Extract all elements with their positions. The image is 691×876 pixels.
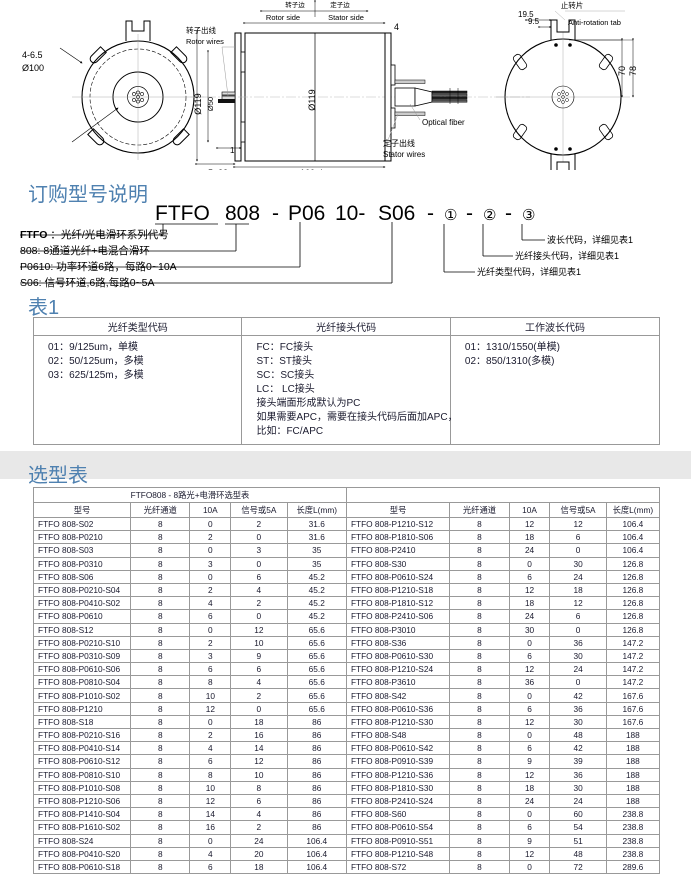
svg-text:Ø50: Ø50 [206,97,215,111]
svg-text:定子边: 定子边 [330,0,350,9]
svg-text:转子边: 转子边 [285,0,305,9]
svg-text:光纤类型代码，详细见表1: 光纤类型代码，详细见表1 [477,266,581,277]
svg-text:止转片: 止转片 [561,0,584,10]
svg-text:P0610: 功率环道6路，每路0~10A: P0610: 功率环道6路，每路0~10A [20,260,177,273]
svg-text:160+L: 160+L [300,168,325,170]
svg-text:定子出线: 定子出线 [383,138,415,148]
svg-text:Ø100: Ø100 [22,63,44,73]
svg-text:波长代码，详细见表1: 波长代码，详细见表1 [547,234,633,245]
svg-text:Anti-rotation tab: Anti-rotation tab [568,18,621,27]
svg-text:22: 22 [218,168,228,170]
svg-text:FTFO ：光纤/光电滑环系列代号: FTFO ：光纤/光电滑环系列代号 [20,228,169,241]
svg-text:808: 808 [225,202,260,225]
svg-text:Stator wires: Stator wires [383,150,425,159]
svg-text:4-6.5: 4-6.5 [22,50,43,60]
svg-text:S06: 信号环道,6路,每路0~5A: S06: 信号环道,6路,每路0~5A [20,276,155,289]
svg-text:-: - [466,202,473,225]
svg-text:①: ① [444,207,457,224]
svg-text:Rotor wires: Rotor wires [186,37,224,46]
svg-text:②: ② [483,207,496,224]
svg-text:Stator side: Stator side [328,13,364,22]
svg-text:70: 70 [617,66,627,76]
svg-text:-: - [427,202,434,225]
svg-text:P06: P06 [288,202,325,225]
svg-text:9.5: 9.5 [528,17,540,26]
svg-text:Ø119: Ø119 [193,93,203,114]
svg-text:78: 78 [628,66,638,76]
svg-text:4: 4 [394,22,399,32]
svg-text:10-: 10- [335,202,365,225]
svg-text:Optical fiber: Optical fiber [422,118,465,127]
svg-text:808: 8通道光纤+电混合滑环: 808: 8通道光纤+电混合滑环 [20,244,150,257]
svg-text:1: 1 [230,146,235,155]
svg-text:S06: S06 [378,202,415,225]
svg-text:5: 5 [208,168,213,170]
svg-text:-: - [505,202,512,225]
svg-text:FTFO: FTFO [155,202,210,225]
svg-text:Rotor side: Rotor side [266,13,300,22]
svg-text:-: - [272,202,279,225]
svg-text:Ø119: Ø119 [307,89,317,110]
svg-text:③: ③ [522,207,535,224]
svg-text:转子出线: 转子出线 [186,25,216,35]
svg-text:光纤接头代码，详细见表1: 光纤接头代码，详细见表1 [515,250,619,261]
